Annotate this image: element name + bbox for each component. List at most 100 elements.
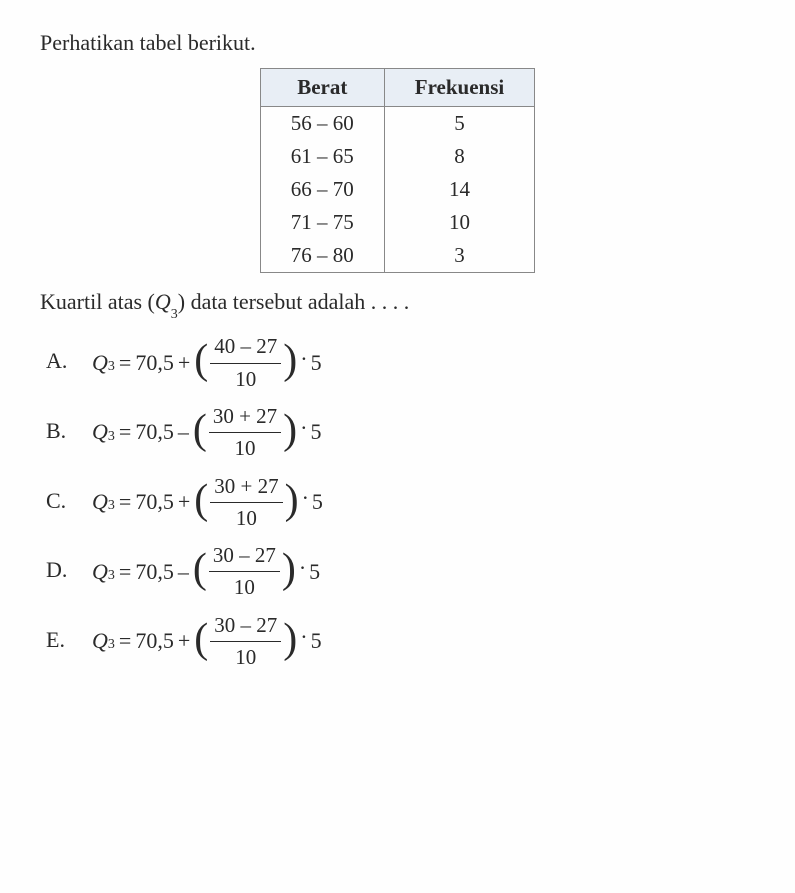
table-cell-frek: 3 <box>384 239 534 273</box>
table-header-berat: Berat <box>260 69 384 107</box>
option-equation: Q3 = 70,5 + ( 30 + 27 10 ) · 5 <box>92 473 323 533</box>
multiply-dot: · <box>299 554 306 583</box>
equals-sign: = <box>119 418 131 447</box>
eq-sub: 3 <box>108 497 115 515</box>
table-cell-berat: 56 – 60 <box>260 107 384 141</box>
eq-base: 70,5 <box>135 558 174 587</box>
fraction-num: 30 – 27 <box>209 542 280 572</box>
eq-sub: 3 <box>108 567 115 585</box>
frequency-table: Berat Frekuensi 56 – 60 5 61 – 65 8 66 –… <box>260 68 535 273</box>
fraction-num: 30 – 27 <box>210 612 281 642</box>
close-paren: ) <box>285 486 299 515</box>
option-letter: D. <box>46 542 92 585</box>
open-paren: ( <box>194 625 208 654</box>
eq-op: + <box>178 627 190 656</box>
options-list: A. Q3 = 70,5 + ( 40 – 27 10 ) · 5 B. Q3 … <box>40 333 755 671</box>
multiply-dot: · <box>300 623 307 652</box>
equals-sign: = <box>119 349 131 378</box>
option-letter: E. <box>46 612 92 655</box>
open-paren: ( <box>193 416 207 445</box>
table-cell-berat: 66 – 70 <box>260 173 384 206</box>
table-row: 76 – 80 3 <box>260 239 534 273</box>
fraction-den: 10 <box>235 642 256 671</box>
eq-sub: 3 <box>108 428 115 446</box>
option-e: E. Q3 = 70,5 + ( 30 – 27 10 ) · 5 <box>46 612 755 672</box>
table-cell-frek: 14 <box>384 173 534 206</box>
eq-var: Q <box>92 558 108 587</box>
fraction: 40 – 27 10 <box>210 333 281 393</box>
frequency-table-wrapper: Berat Frekuensi 56 – 60 5 61 – 65 8 66 –… <box>40 68 755 273</box>
fraction-num: 40 – 27 <box>210 333 281 363</box>
option-letter: A. <box>46 333 92 376</box>
table-row: 71 – 75 10 <box>260 206 534 239</box>
eq-var: Q <box>92 418 108 447</box>
table-cell-berat: 76 – 80 <box>260 239 384 273</box>
fraction-den: 10 <box>234 572 255 601</box>
table-header-frekuensi: Frekuensi <box>384 69 534 107</box>
question-prefix: Kuartil atas ( <box>40 289 155 314</box>
option-equation: Q3 = 70,5 – ( 30 + 27 10 ) · 5 <box>92 403 321 463</box>
eq-mult: 5 <box>312 488 323 517</box>
open-paren: ( <box>194 346 208 375</box>
option-equation: Q3 = 70,5 – ( 30 – 27 10 ) · 5 <box>92 542 320 602</box>
eq-base: 70,5 <box>135 418 174 447</box>
option-letter: C. <box>46 473 92 516</box>
table-row: 66 – 70 14 <box>260 173 534 206</box>
equals-sign: = <box>119 488 131 517</box>
option-d: D. Q3 = 70,5 – ( 30 – 27 10 ) · 5 <box>46 542 755 602</box>
option-b: B. Q3 = 70,5 – ( 30 + 27 10 ) · 5 <box>46 403 755 463</box>
eq-var: Q <box>92 488 108 517</box>
equals-sign: = <box>119 558 131 587</box>
eq-base: 70,5 <box>135 349 174 378</box>
table-cell-frek: 8 <box>384 140 534 173</box>
eq-base: 70,5 <box>135 627 174 656</box>
close-paren: ) <box>283 416 297 445</box>
fraction-den: 10 <box>234 433 255 462</box>
table-cell-frek: 10 <box>384 206 534 239</box>
eq-mult: 5 <box>311 627 322 656</box>
table-cell-berat: 71 – 75 <box>260 206 384 239</box>
table-cell-berat: 61 – 65 <box>260 140 384 173</box>
multiply-dot: · <box>300 414 307 443</box>
eq-mult: 5 <box>309 558 320 587</box>
close-paren: ) <box>283 346 297 375</box>
eq-op: – <box>178 558 189 587</box>
fraction: 30 – 27 10 <box>210 612 281 672</box>
close-paren: ) <box>283 625 297 654</box>
option-letter: B. <box>46 403 92 446</box>
eq-var: Q <box>92 627 108 656</box>
fraction-den: 10 <box>235 364 256 393</box>
question-text: Kuartil atas (Q3) data tersebut adalah .… <box>40 289 755 319</box>
fraction-num: 30 + 27 <box>209 403 281 433</box>
question-var: Q <box>155 289 171 314</box>
eq-sub: 3 <box>108 636 115 654</box>
eq-op: + <box>178 488 190 517</box>
open-paren: ( <box>194 486 208 515</box>
intro-text: Perhatikan tabel berikut. <box>40 30 755 56</box>
eq-base: 70,5 <box>135 488 174 517</box>
open-paren: ( <box>193 555 207 584</box>
close-paren: ) <box>282 555 296 584</box>
fraction-num: 30 + 27 <box>210 473 282 503</box>
eq-op: – <box>178 418 189 447</box>
option-a: A. Q3 = 70,5 + ( 40 – 27 10 ) · 5 <box>46 333 755 393</box>
option-equation: Q3 = 70,5 + ( 40 – 27 10 ) · 5 <box>92 333 322 393</box>
fraction: 30 + 27 10 <box>210 473 282 533</box>
multiply-dot: · <box>300 345 307 374</box>
option-c: C. Q3 = 70,5 + ( 30 + 27 10 ) · 5 <box>46 473 755 533</box>
eq-op: + <box>178 349 190 378</box>
question-sub: 3 <box>171 307 178 322</box>
equals-sign: = <box>119 627 131 656</box>
fraction: 30 + 27 10 <box>209 403 281 463</box>
eq-sub: 3 <box>108 358 115 376</box>
fraction-den: 10 <box>236 503 257 532</box>
question-suffix: ) data tersebut adalah . . . . <box>178 289 410 314</box>
eq-mult: 5 <box>311 349 322 378</box>
option-equation: Q3 = 70,5 + ( 30 – 27 10 ) · 5 <box>92 612 322 672</box>
eq-var: Q <box>92 349 108 378</box>
eq-mult: 5 <box>310 418 321 447</box>
fraction: 30 – 27 10 <box>209 542 280 602</box>
multiply-dot: · <box>302 484 309 513</box>
table-cell-frek: 5 <box>384 107 534 141</box>
table-row: 56 – 60 5 <box>260 107 534 141</box>
